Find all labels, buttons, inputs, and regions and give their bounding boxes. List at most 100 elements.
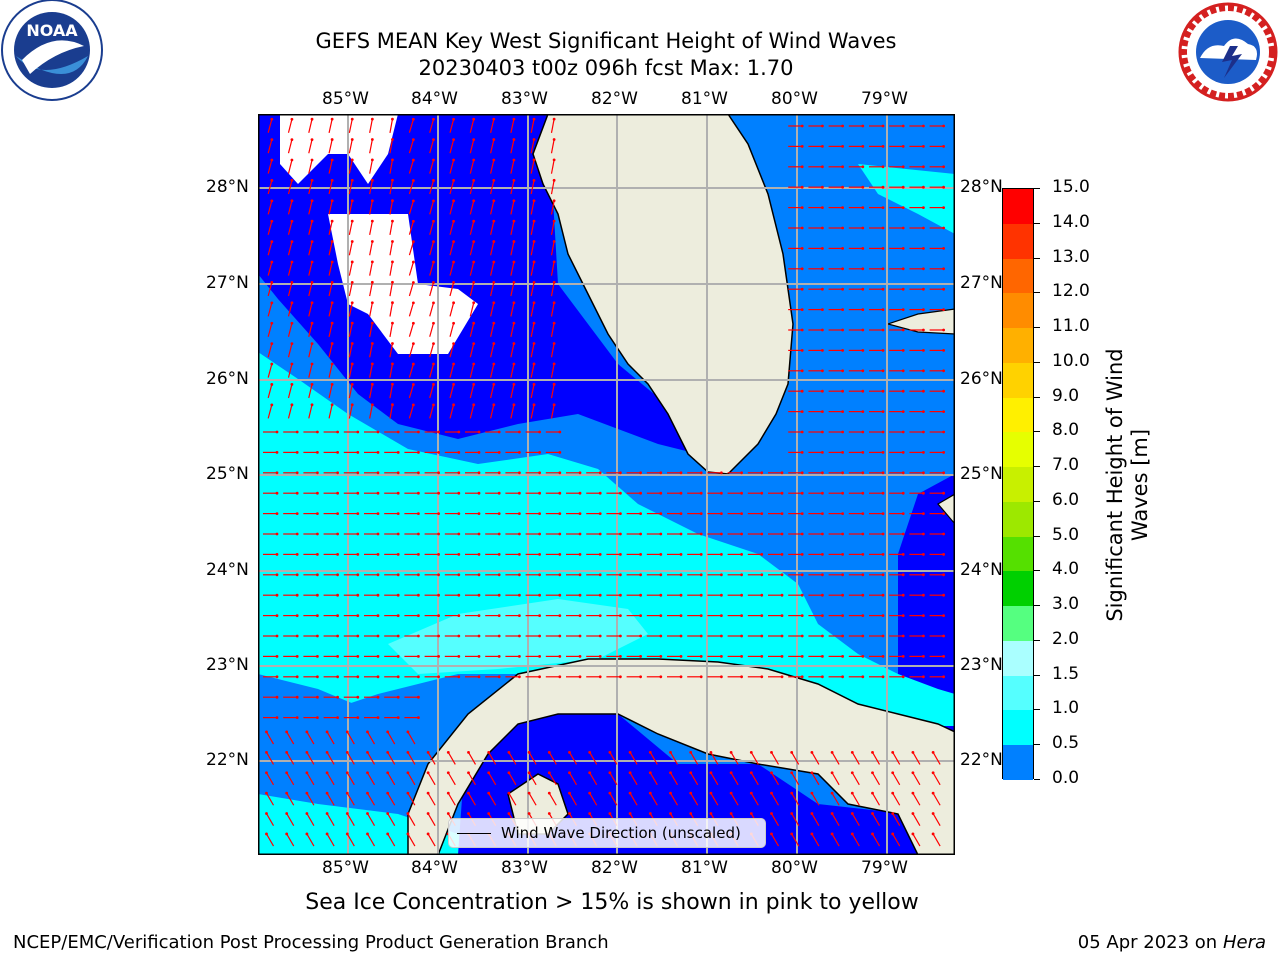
colorbar-tick-label: 5.0	[1052, 524, 1080, 545]
wind-wave-arrow-head	[512, 382, 516, 386]
wind-wave-arrow-head	[552, 240, 556, 243]
wind-wave-arrow-head	[552, 382, 556, 386]
wind-wave-arrow-head	[922, 287, 925, 291]
wind-wave-arrow-head	[800, 451, 804, 454]
wind-wave-arrow-head	[552, 362, 556, 366]
wind-wave-arrow-head	[406, 812, 410, 815]
wind-wave-arrow-head	[922, 206, 925, 209]
wind-wave-arrow	[328, 261, 333, 276]
wind-wave-arrow-head	[472, 138, 476, 142]
wind-wave-arrow	[369, 282, 373, 297]
wind-wave-arrow-head	[841, 614, 844, 617]
colorbar-tick-label: 7.0	[1052, 455, 1080, 476]
wind-wave-arrow-head	[841, 430, 844, 434]
wind-wave-arrow-head	[821, 532, 824, 536]
wind-wave-arrow-head	[477, 634, 481, 638]
wind-wave-arrow	[447, 772, 456, 786]
wind-wave-arrow-head	[901, 451, 905, 454]
wind-wave-arrow-head	[325, 791, 329, 795]
wind-wave-arrow-head	[426, 812, 430, 815]
wind-wave-arrow-head	[760, 655, 764, 658]
wind-wave-arrow-head	[891, 812, 895, 815]
wind-wave-arrow	[892, 833, 901, 847]
wind-wave-arrow-head	[911, 832, 915, 836]
wind-wave-arrow-head	[532, 403, 536, 407]
wind-wave-arrow-head	[942, 389, 945, 393]
wind-wave-arrow-head	[720, 573, 723, 577]
wind-wave-arrow	[912, 772, 921, 786]
wind-wave-arrow	[408, 139, 414, 154]
wind-wave-arrow-head	[472, 240, 476, 244]
wind-wave-arrow-head	[547, 812, 551, 815]
wind-wave-arrow-head	[639, 553, 642, 556]
wind-wave-arrow	[530, 221, 535, 235]
wind-wave-arrow-head	[426, 771, 430, 775]
wind-wave-arrow-head	[370, 321, 374, 325]
wind-wave-arrow-head	[740, 634, 743, 638]
wind-wave-arrow	[649, 792, 658, 806]
wind-wave-arrow-head	[518, 491, 521, 495]
wind-wave-arrow	[408, 180, 414, 195]
wind-wave-arrow-head	[841, 206, 844, 209]
wind-wave-arrow-head	[679, 634, 683, 638]
wind-wave-arrow	[429, 241, 435, 256]
wind-wave-arrow-head	[472, 219, 476, 223]
wind-wave-arrow-head	[270, 240, 274, 244]
wind-wave-arrow-head	[477, 655, 481, 658]
wind-wave-arrow-head	[861, 287, 865, 291]
wind-wave-arrow	[427, 792, 436, 806]
wind-wave-arrow-head	[669, 750, 672, 754]
wind-wave-arrow-head	[497, 675, 501, 679]
wind-wave-arrow-head	[336, 634, 339, 638]
wind-wave-arrow	[429, 404, 435, 419]
wind-wave-arrow-head	[901, 369, 905, 373]
wind-wave-arrow	[267, 139, 273, 154]
wind-wave-arrow	[528, 752, 537, 765]
wind-wave-arrow-head	[507, 771, 511, 775]
wind-wave-arrow-head	[861, 451, 865, 454]
wind-wave-arrow-head	[578, 675, 582, 679]
wind-wave-arrow-head	[901, 389, 905, 393]
wind-wave-arrow-head	[356, 655, 360, 658]
wind-wave-arrow-head	[275, 573, 279, 577]
wind-wave-arrow-head	[290, 199, 294, 203]
wind-wave-arrow-head	[578, 655, 582, 658]
wind-wave-arrow-head	[336, 695, 339, 699]
wind-wave-arrow	[449, 261, 455, 276]
wind-wave-arrow-head	[659, 614, 663, 617]
wind-wave-arrow	[265, 792, 275, 806]
wind-wave-arrow	[449, 139, 455, 154]
wind-wave-arrow-head	[679, 532, 683, 536]
wind-wave-arrow-head	[881, 471, 885, 475]
wind-wave-arrow	[408, 241, 414, 256]
wind-wave-arrow-head	[391, 260, 394, 264]
wind-wave-arrow-head	[376, 695, 380, 699]
wind-wave-arrow	[490, 261, 495, 276]
lon-label-top-82w: 82°W	[591, 89, 638, 109]
wind-wave-arrow-head	[512, 403, 516, 407]
wind-wave-arrow-head	[417, 532, 420, 536]
colorbar-tick	[1034, 779, 1040, 780]
wind-wave-arrow-head	[316, 593, 319, 597]
wind-wave-arrow-head	[800, 614, 804, 617]
wind-wave-arrow	[871, 772, 881, 786]
wind-wave-arrow	[871, 752, 881, 765]
wind-wave-arrow	[328, 404, 333, 419]
wind-wave-arrow	[530, 241, 535, 256]
wind-wave-arrow-head	[841, 655, 844, 658]
wind-wave-arrow-head	[285, 791, 289, 795]
lon-label-bottom-84w: 84°W	[411, 858, 458, 878]
wind-wave-arrow-head	[901, 430, 905, 434]
lat-label-left-22n: 22°N	[206, 750, 249, 770]
wind-wave-arrow-head	[922, 593, 925, 597]
wind-wave-arrow-head	[472, 281, 476, 284]
wind-wave-arrow-head	[487, 771, 491, 775]
wind-wave-arrow-head	[457, 553, 461, 556]
wind-wave-arrow-head	[376, 512, 380, 515]
wind-wave-arrow-head	[830, 791, 834, 795]
wind-wave-arrow-head	[270, 158, 274, 162]
wind-wave-arrow	[669, 752, 679, 765]
wind-wave-arrow-head	[942, 369, 945, 373]
wind-wave-arrow-head	[370, 342, 374, 345]
wind-wave-arrow-head	[275, 491, 279, 495]
